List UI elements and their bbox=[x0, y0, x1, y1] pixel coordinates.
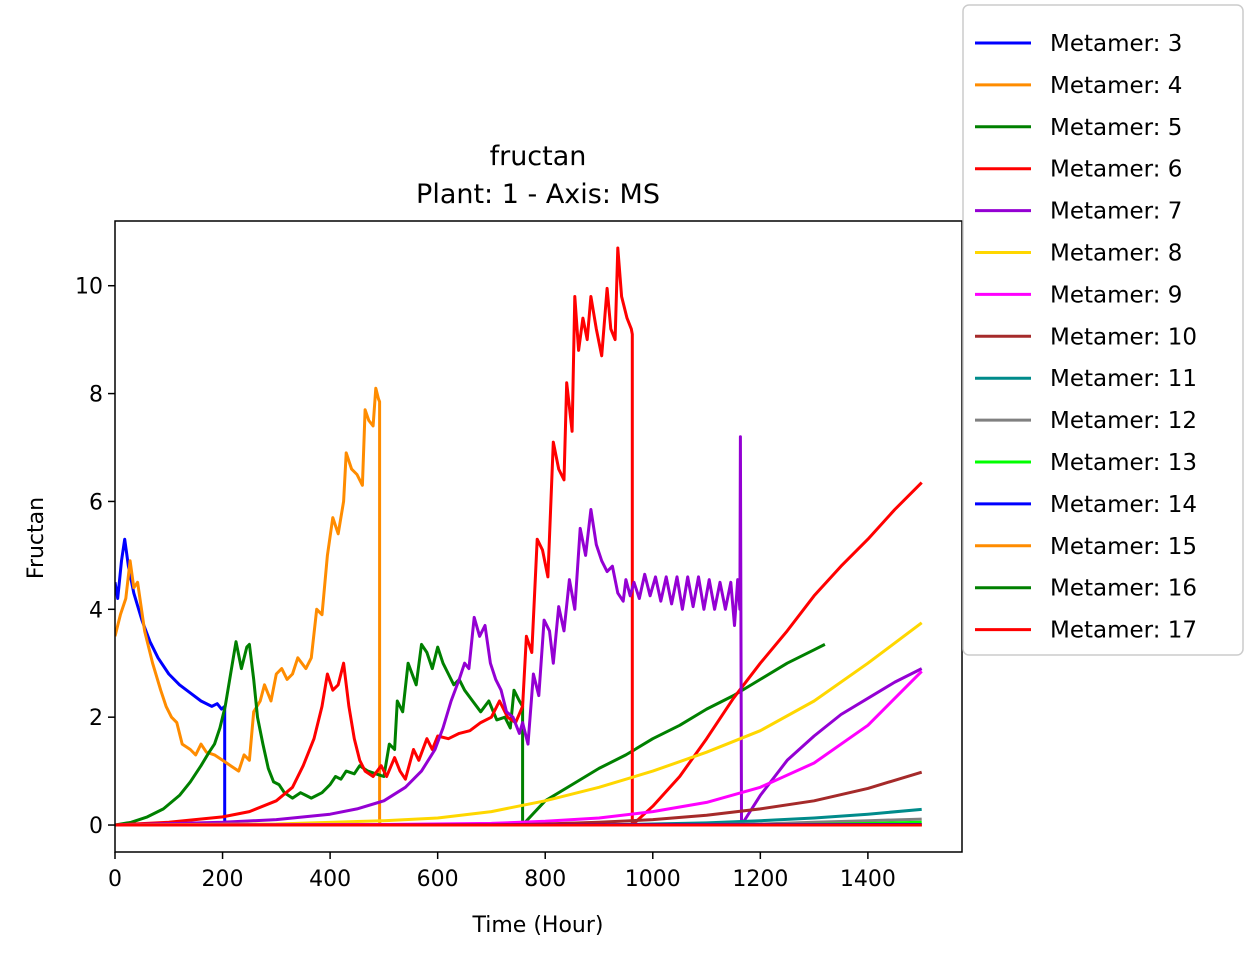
legend-label: Metamer: 9 bbox=[1050, 282, 1182, 308]
series-line-8 bbox=[115, 770, 923, 827]
legend-label: Metamer: 3 bbox=[1050, 31, 1182, 57]
y-tick-label: 2 bbox=[89, 706, 103, 731]
legend-label: Metamer: 10 bbox=[1050, 324, 1197, 350]
legend-label: Metamer: 17 bbox=[1050, 618, 1197, 644]
x-tick-label: 600 bbox=[417, 867, 459, 892]
legend-label: Metamer: 4 bbox=[1050, 73, 1182, 99]
x-tick-label: 0 bbox=[108, 867, 122, 892]
y-axis-label: Fructan bbox=[24, 497, 49, 579]
x-tick-label: 1000 bbox=[625, 867, 681, 892]
legend-label: Metamer: 8 bbox=[1050, 241, 1182, 267]
legend-label: Metamer: 13 bbox=[1050, 450, 1197, 476]
x-axis: 0 200 400 600 800 1000 1200 1400 bbox=[108, 852, 896, 892]
x-tick-label: 1200 bbox=[732, 867, 788, 892]
y-tick-label: 6 bbox=[89, 490, 103, 515]
series-line-3 bbox=[115, 640, 826, 827]
legend-frame bbox=[962, 4, 1244, 656]
x-tick-label: 400 bbox=[309, 867, 351, 892]
y-tick-label: 0 bbox=[89, 814, 103, 839]
series-line-5 bbox=[115, 435, 923, 827]
legend-label: Metamer: 15 bbox=[1050, 534, 1197, 560]
y-tick-label: 10 bbox=[75, 275, 103, 300]
legend-label: Metamer: 14 bbox=[1050, 492, 1197, 518]
y-axis: 0 2 4 6 8 10 bbox=[75, 275, 115, 839]
y-tick-label: 8 bbox=[89, 383, 103, 408]
series-line-2 bbox=[115, 386, 383, 826]
series-line-1 bbox=[115, 537, 227, 826]
legend-label: Metamer: 12 bbox=[1050, 408, 1197, 434]
chart-title: fructan bbox=[490, 141, 587, 172]
series-line-6 bbox=[115, 621, 923, 827]
x-tick-label: 200 bbox=[202, 867, 244, 892]
legend-label: Metamer: 11 bbox=[1050, 366, 1197, 392]
series-line-4 bbox=[115, 246, 923, 827]
series-layer bbox=[115, 246, 923, 827]
legend-label: Metamer: 16 bbox=[1050, 576, 1197, 602]
legend-label: Metamer: 6 bbox=[1050, 157, 1182, 183]
legend-label: Metamer: 7 bbox=[1050, 199, 1182, 225]
x-tick-label: 800 bbox=[524, 867, 566, 892]
plot-frame bbox=[114, 220, 963, 853]
y-tick-label: 4 bbox=[89, 598, 103, 623]
legend-label: Metamer: 5 bbox=[1050, 115, 1182, 141]
legend: Metamer: 3 Metamer: 4 Metamer: 5 Metamer: 6… bbox=[962, 4, 1244, 656]
x-tick-label: 1400 bbox=[840, 867, 896, 892]
x-axis-label: Time (Hour) bbox=[472, 913, 604, 938]
chart-subtitle: Plant: 1 - Axis: MS bbox=[416, 179, 660, 210]
